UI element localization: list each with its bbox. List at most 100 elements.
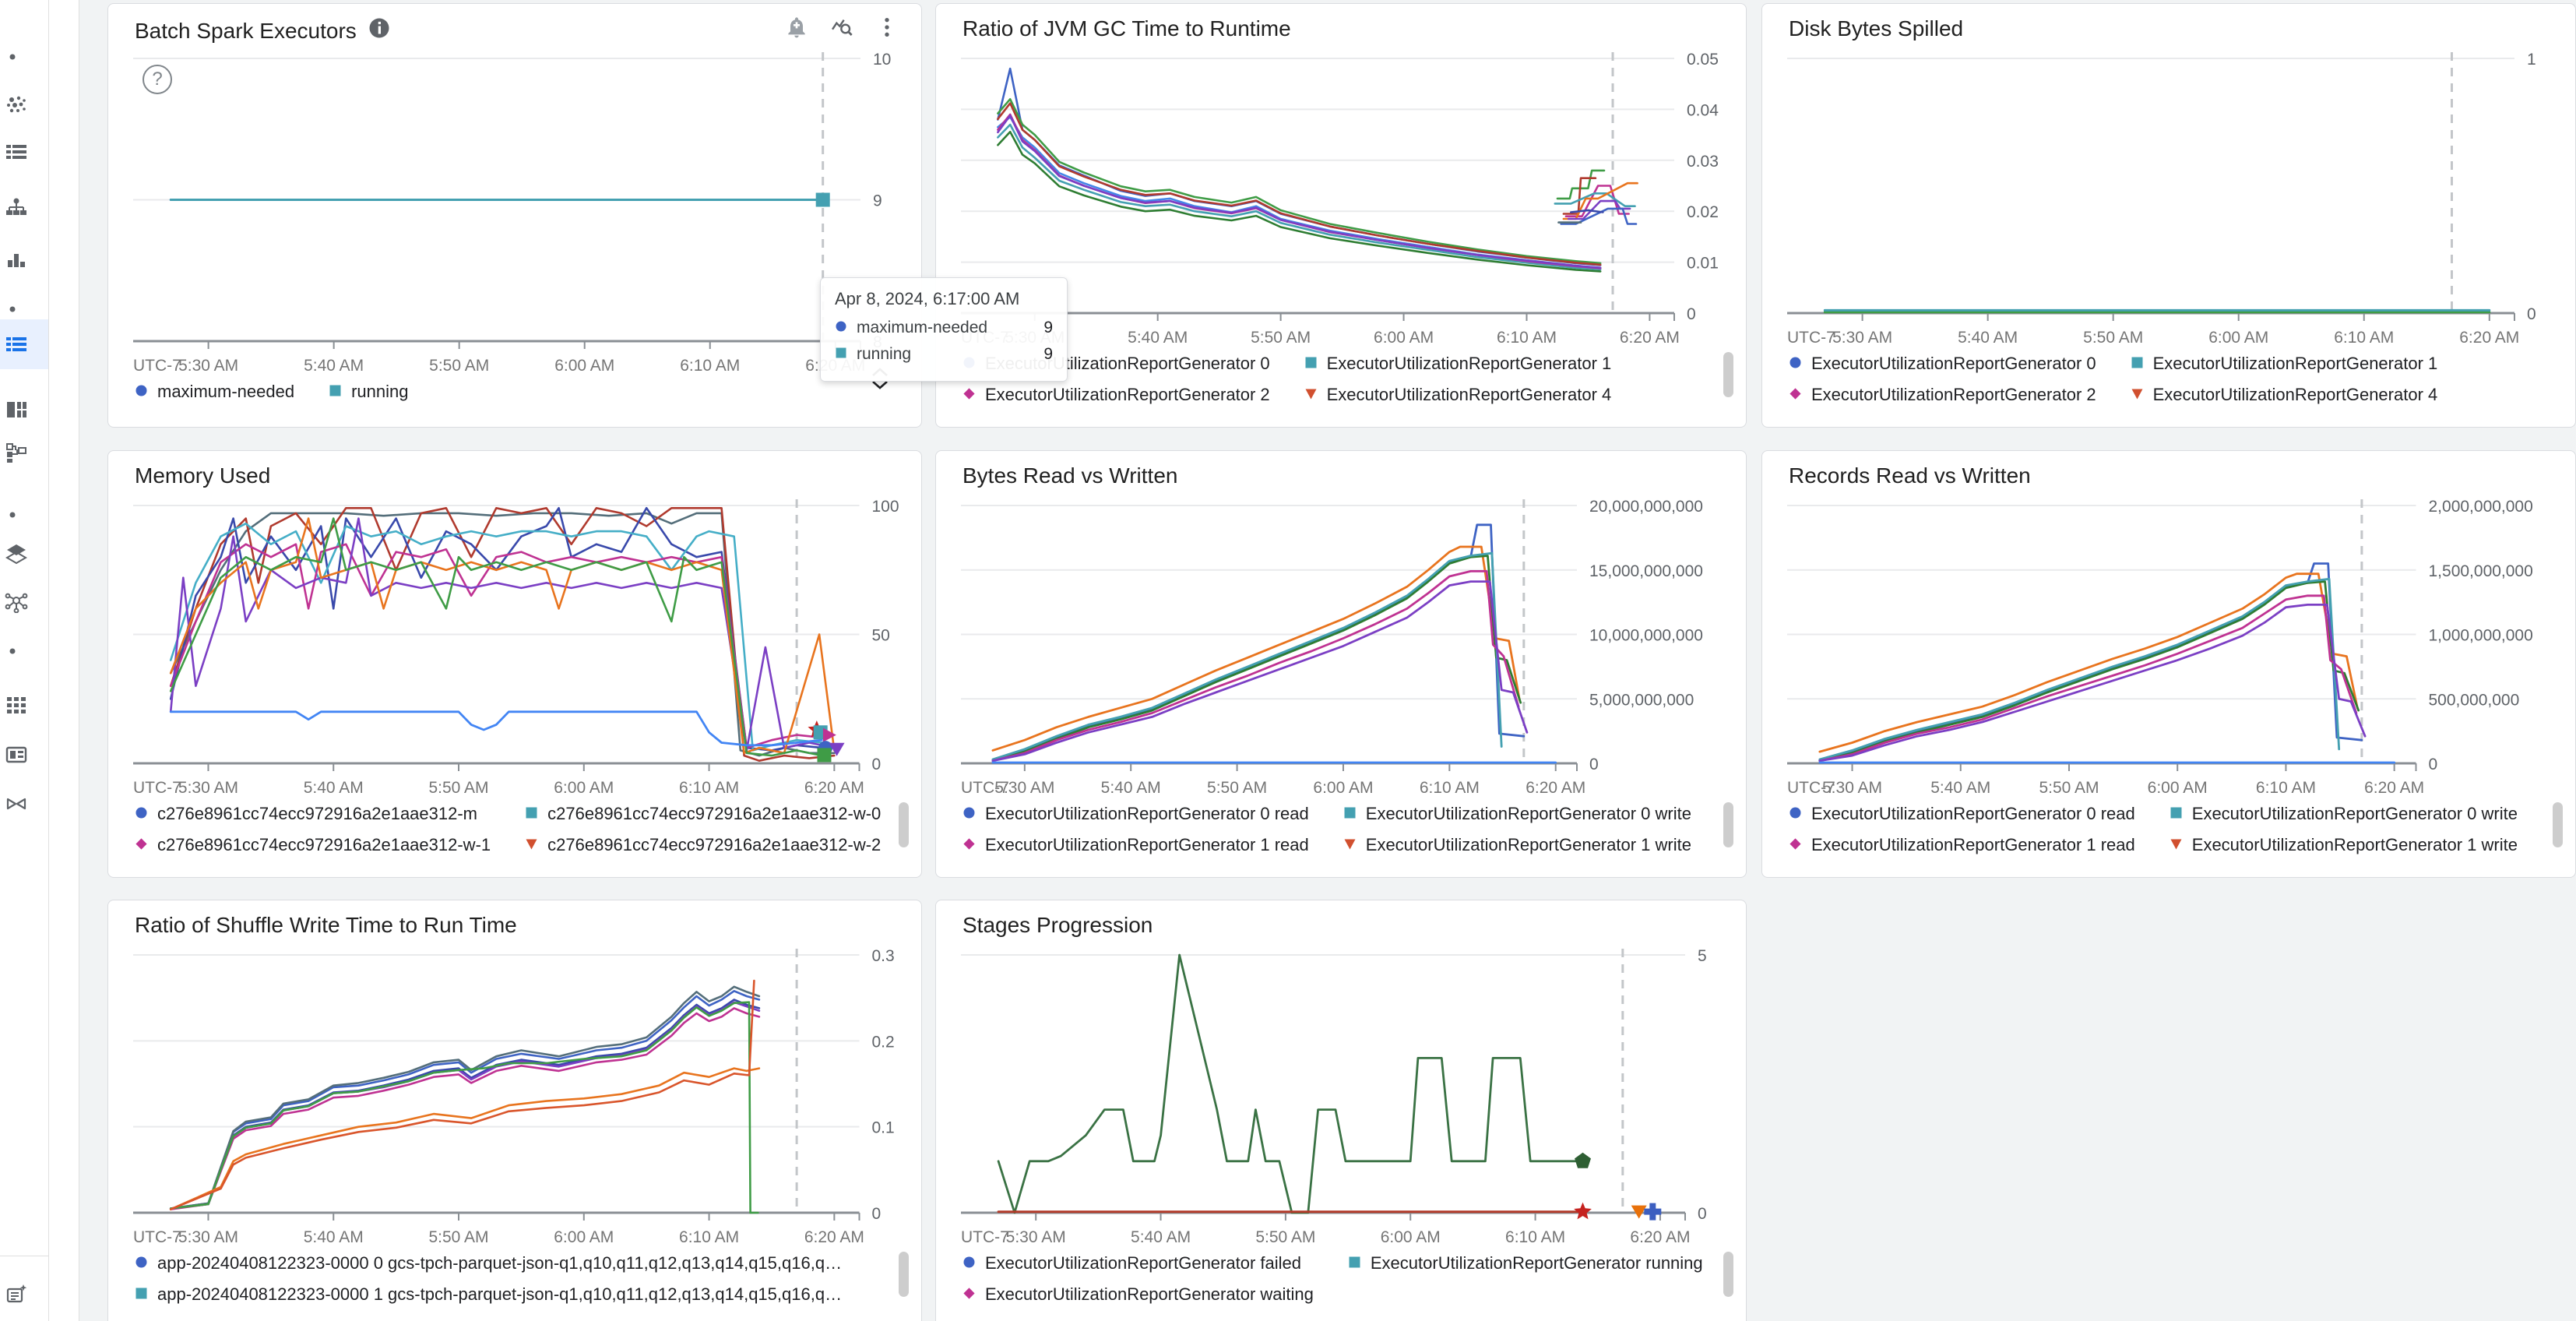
end-marker — [1575, 1152, 1591, 1168]
info-icon[interactable] — [368, 16, 391, 45]
sidebar-item-workflow-tree[interactable] — [0, 182, 48, 232]
layers-diamond-icon — [5, 541, 28, 565]
series-line — [997, 123, 1602, 271]
sidebar-item-newspaper[interactable] — [0, 730, 48, 780]
legend-label: ExecutorUtilizationReportGenerator 4 — [2152, 385, 2438, 404]
legend-item[interactable]: c276e8961cc74ecc972916a2e1aae312-w-2 — [525, 835, 881, 855]
legend-item[interactable]: c276e8961cc74ecc972916a2e1aae312-w-0 — [525, 804, 881, 824]
legend-item[interactable]: ExecutorUtilizationReportGenerator 1 wri… — [1343, 835, 1691, 855]
newspaper-icon — [5, 743, 28, 766]
chart-plot[interactable]: 20,000,000,000 15,000,000,000 10,000,000,0… — [959, 490, 1730, 801]
panel-memory-used: Memory Used 100 50 0 5:30 AM 5:40 AM 5:50 AM 6:… — [107, 450, 922, 878]
sidebar-item-apps-grid[interactable] — [0, 678, 48, 728]
series-line — [997, 114, 1602, 269]
sidebar-item-cluster-dots[interactable] — [0, 79, 48, 129]
legend-item[interactable]: ExecutorUtilizationReportGenerator faile… — [962, 1253, 1314, 1273]
legend-scrollbar[interactable] — [899, 802, 909, 847]
legend-item[interactable]: maximum-needed — [135, 382, 294, 402]
series-line — [1554, 192, 1636, 207]
sidebar-item-job-list[interactable] — [0, 127, 48, 177]
sidebar-item-layers-diamond[interactable] — [0, 528, 48, 578]
legend-diamond-icon — [135, 835, 148, 855]
sidebar-item-dot[interactable] — [0, 284, 48, 334]
chart-plot[interactable]: 1 0 5:30 AM 5:40 AM 5:50 AM 6:00 AM 6:10 AM 6:2… — [1786, 43, 2560, 351]
panel-stages-progression: Stages Progression 5 0 5:30 AM 5:40 AM 5:50 A… — [935, 900, 1747, 1321]
panel-title: Batch Spark Executors — [135, 18, 357, 43]
y-tick-label: 0.01 — [1687, 255, 1719, 273]
legend-item[interactable]: app-20240408122323-0000 1 gcs-tpch-parqu… — [135, 1284, 847, 1305]
chart-plot[interactable]: 2,000,000,000 1,500,000,000 1,000,000,000 5… — [1786, 490, 2560, 801]
legend-label: ExecutorUtilizationReportGenerator runni… — [1370, 1253, 1703, 1273]
sidebar-item-network[interactable] — [0, 576, 48, 626]
x-tick-label: 5:30 AM — [994, 779, 1054, 797]
legend-item[interactable]: ExecutorUtilizationReportGenerator waiti… — [962, 1284, 1314, 1305]
legend-item[interactable]: ExecutorUtilizationReportGenerator 0 wri… — [2170, 804, 2518, 824]
x-tick-label: 5:40 AM — [1930, 779, 1990, 797]
legend-scrollbar[interactable] — [1723, 802, 1733, 847]
help-icon[interactable]: ? — [143, 65, 172, 94]
legend-scrollbar[interactable] — [899, 1252, 909, 1297]
sidebar-item-compose-note[interactable] — [0, 1270, 48, 1319]
add-alert-icon[interactable] — [784, 15, 809, 44]
x-tick-label: 5:30 AM — [178, 357, 238, 375]
legend-scrollbar[interactable] — [1723, 352, 1733, 397]
legend-label: ExecutorUtilizationReportGenerator 0 — [1811, 354, 2096, 373]
legend-item[interactable]: c276e8961cc74ecc972916a2e1aae312-m — [135, 804, 491, 824]
chart-legend: ExecutorUtilizationReportGenerator 0 rea… — [1789, 804, 2518, 855]
legend-item[interactable]: app-20240408122323-0000 0 gcs-tpch-parqu… — [135, 1253, 847, 1273]
sidebar-item-flowchart[interactable] — [0, 428, 48, 478]
legend-item[interactable]: ExecutorUtilizationReportGenerator 1 wri… — [2170, 835, 2518, 855]
legend-item[interactable]: ExecutorUtilizationReportGenerator 1 rea… — [1789, 835, 2135, 855]
chart-plot[interactable]: 100 50 0 5:30 AM 5:40 AM 5:50 AM 6:00 AM 6:10 A… — [132, 490, 906, 801]
y-tick-label: 0 — [1589, 756, 1599, 773]
sidebar-item-dot[interactable] — [0, 32, 48, 82]
legend-item[interactable]: ExecutorUtilizationReportGenerator 2 — [1789, 385, 2096, 405]
panel-title: Ratio of JVM GC Time to Runtime — [962, 16, 1291, 41]
series-line — [169, 1067, 761, 1210]
sidebar-item-batches-list[interactable] — [0, 319, 48, 369]
end-marker — [1631, 1205, 1647, 1219]
legend-item[interactable]: ExecutorUtilizationReportGenerator 0 rea… — [1789, 804, 2135, 824]
panel-title: Stages Progression — [962, 913, 1153, 937]
legend-item[interactable]: ExecutorUtilizationReportGenerator 0 — [1789, 354, 2096, 374]
series-line — [997, 102, 1602, 266]
legend-diamond-icon — [962, 835, 976, 855]
x-tick-label: 5:40 AM — [1958, 329, 2018, 347]
legend-scrollbar[interactable] — [1723, 1252, 1733, 1297]
legend-item[interactable]: ExecutorUtilizationReportGenerator 0 wri… — [1343, 804, 1691, 824]
legend-label: ExecutorUtilizationReportGenerator 0 rea… — [985, 804, 1309, 823]
legend-scrollbar[interactable] — [2553, 802, 2563, 847]
legend-item[interactable]: ExecutorUtilizationReportGenerator 2 — [962, 385, 1270, 405]
series-line — [1818, 594, 2358, 763]
sidebar-item-metrics-bars[interactable] — [0, 234, 48, 284]
legend-item[interactable]: ExecutorUtilizationReportGenerator 1 — [1304, 354, 1611, 374]
panel-title: Disk Bytes Spilled — [1789, 16, 1964, 41]
x-tick-label: 6:00 AM — [1381, 1228, 1441, 1246]
sidebar-item-dashboard-blocks[interactable] — [0, 385, 48, 435]
legend-item[interactable]: ExecutorUtilizationReportGenerator 1 rea… — [962, 835, 1309, 855]
network-icon — [5, 590, 28, 613]
legend-item[interactable]: ExecutorUtilizationReportGenerator 4 — [2131, 385, 2438, 405]
legend-item[interactable]: ExecutorUtilizationReportGenerator runni… — [1348, 1253, 1703, 1273]
more-vert-icon[interactable] — [875, 15, 899, 44]
sidebar-item-bow-ribbon[interactable] — [0, 779, 48, 829]
chart-plot[interactable]: 10985:30 AM5:40 AM5:50 AM6:00 AM6:10 AM6… — [132, 43, 906, 379]
legend-diamond-icon — [962, 1284, 976, 1305]
chart-plot[interactable]: 0.3 0.2 0.1 0 5:30 AM 5:40 AM 5:50 AM 6:00 AM 6:… — [132, 939, 906, 1250]
legend-item[interactable]: ExecutorUtilizationReportGenerator 4 — [1304, 385, 1611, 405]
chart-plot[interactable]: 5 0 5:30 AM 5:40 AM 5:50 AM 6:00 AM 6:10 AM 6:2… — [959, 939, 1730, 1250]
series-line — [991, 555, 1522, 763]
legend-item[interactable]: ExecutorUtilizationReportGenerator 0 rea… — [962, 804, 1309, 824]
series-line — [169, 517, 823, 757]
legend-item[interactable]: c276e8961cc74ecc972916a2e1aae312-w-1 — [135, 835, 491, 855]
bow-ribbon-icon — [5, 792, 28, 815]
legend-circle-icon — [135, 1253, 148, 1273]
series-line — [1569, 209, 1604, 213]
legend-item[interactable]: running — [329, 382, 408, 402]
sidebar-item-dot[interactable] — [0, 626, 48, 676]
legend-label: app-20240408122323-0000 1 gcs-tpch-parqu… — [157, 1284, 847, 1304]
legend-item[interactable]: ExecutorUtilizationReportGenerator 1 — [2131, 354, 2437, 374]
sidebar-item-dot[interactable] — [0, 490, 48, 540]
explore-icon[interactable] — [829, 15, 854, 44]
